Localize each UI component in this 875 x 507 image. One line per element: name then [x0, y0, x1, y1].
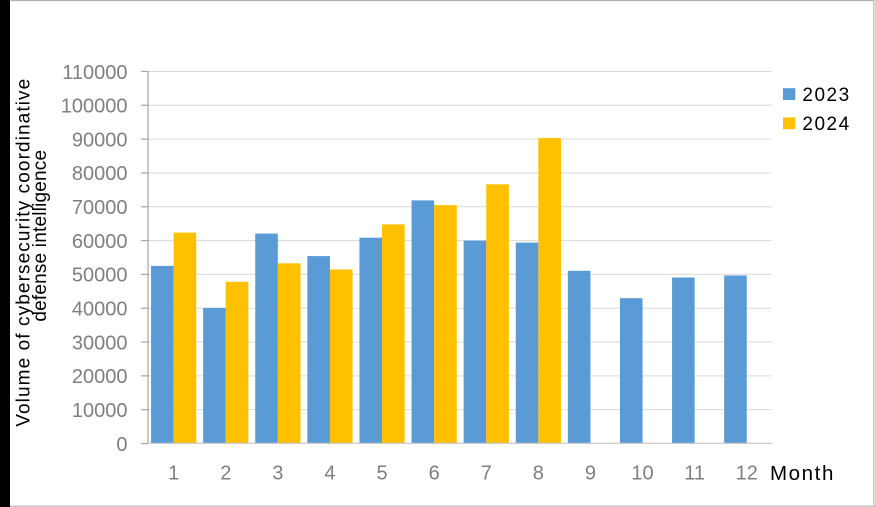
svg-text:10000: 10000 — [72, 400, 128, 422]
svg-text:Volume of cybersecurity coordi: Volume of cybersecurity coordinative — [14, 78, 35, 427]
svg-text:5: 5 — [376, 463, 387, 485]
svg-text:11: 11 — [684, 463, 705, 485]
svg-text:40000: 40000 — [72, 299, 128, 321]
svg-text:2023: 2023 — [802, 85, 850, 106]
svg-text:3: 3 — [272, 463, 283, 485]
svg-text:2: 2 — [220, 463, 231, 485]
svg-text:1: 1 — [168, 463, 179, 485]
svg-text:20000: 20000 — [72, 366, 128, 388]
svg-text:100000: 100000 — [61, 96, 128, 118]
svg-text:7: 7 — [481, 463, 492, 485]
svg-text:defense intelligence: defense intelligence — [30, 150, 51, 322]
svg-text:12: 12 — [736, 463, 758, 485]
svg-text:70000: 70000 — [72, 197, 128, 219]
svg-text:2024: 2024 — [802, 114, 850, 135]
svg-text:80000: 80000 — [72, 163, 128, 185]
svg-text:110000: 110000 — [62, 62, 127, 84]
svg-text:10: 10 — [631, 463, 653, 485]
svg-text:60000: 60000 — [72, 231, 128, 253]
svg-text:6: 6 — [429, 463, 440, 485]
svg-text:4: 4 — [324, 463, 335, 485]
svg-text:50000: 50000 — [72, 265, 128, 287]
svg-text:90000: 90000 — [72, 129, 128, 151]
svg-text:9: 9 — [585, 463, 596, 485]
svg-text:0: 0 — [116, 434, 127, 456]
svg-text:Month: Month — [770, 462, 835, 485]
svg-text:8: 8 — [533, 463, 544, 485]
svg-text:30000: 30000 — [72, 332, 128, 354]
